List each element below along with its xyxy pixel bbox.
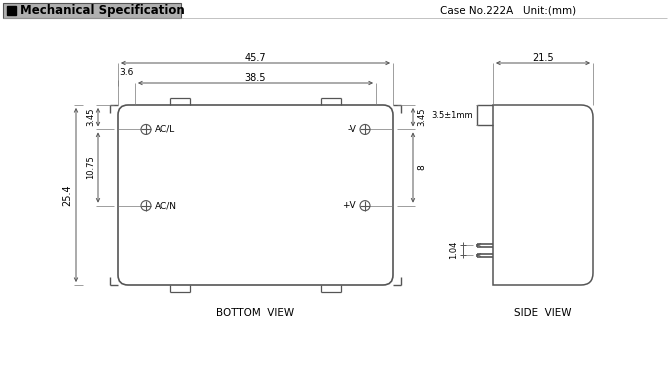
- Bar: [7, 6, 16, 15]
- Text: 8: 8: [417, 165, 426, 170]
- Text: 38.5: 38.5: [245, 73, 266, 83]
- Text: AC/L: AC/L: [155, 125, 176, 134]
- Text: 45.7: 45.7: [245, 53, 266, 63]
- Text: Mechanical Specification: Mechanical Specification: [20, 4, 185, 17]
- Text: AC/N: AC/N: [155, 201, 177, 210]
- Text: 1.04: 1.04: [449, 241, 458, 259]
- Text: 3.5±1mm: 3.5±1mm: [431, 111, 473, 119]
- Text: BOTTOM  VIEW: BOTTOM VIEW: [216, 308, 295, 318]
- Text: 10.75: 10.75: [86, 155, 95, 179]
- Text: 3.45: 3.45: [417, 108, 426, 126]
- Bar: [3, 3, 181, 18]
- Text: Case No.222A   Unit:(mm): Case No.222A Unit:(mm): [440, 5, 576, 15]
- Text: 3.45: 3.45: [86, 108, 95, 126]
- FancyBboxPatch shape: [118, 105, 393, 285]
- Text: -V: -V: [347, 125, 356, 134]
- Text: 21.5: 21.5: [532, 53, 554, 63]
- PathPatch shape: [493, 105, 593, 285]
- Text: 3.6: 3.6: [119, 68, 133, 77]
- Text: +V: +V: [342, 201, 356, 210]
- Text: 25.4: 25.4: [62, 184, 72, 206]
- Text: SIDE  VIEW: SIDE VIEW: [515, 308, 572, 318]
